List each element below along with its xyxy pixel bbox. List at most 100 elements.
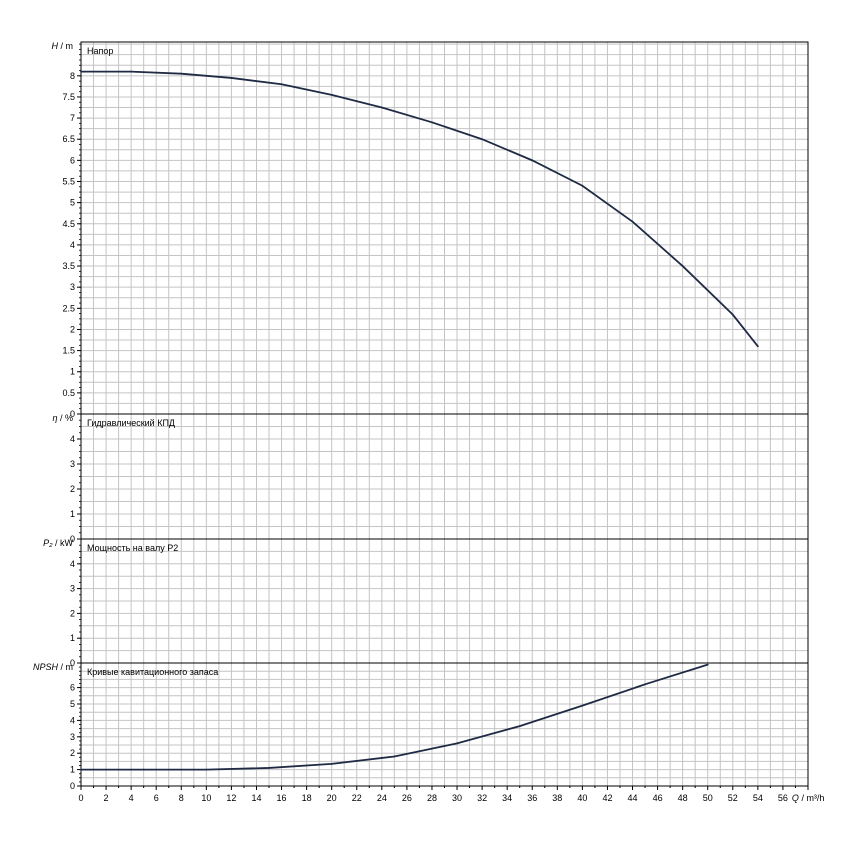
y-tick-label: 6 [70, 155, 75, 165]
x-tick-label: 34 [502, 793, 512, 803]
data-point-head [80, 70, 82, 73]
x-tick-label: 16 [277, 793, 287, 803]
x-tick-label: 12 [226, 793, 236, 803]
y-axis-label-head: H / m [52, 41, 74, 51]
y-axis-label-power: P₂ / kW [43, 538, 73, 548]
y-tick-label: 5 [70, 699, 75, 709]
x-tick-label: 40 [577, 793, 587, 803]
data-point-head [631, 220, 634, 223]
x-tick-label: 32 [477, 793, 487, 803]
y-tick-label: 1 [70, 765, 75, 775]
y-tick-label: 1 [70, 509, 75, 519]
y-tick-label: 5 [70, 198, 75, 208]
y-axis-symbol: NPSH [33, 662, 59, 672]
y-tick-label: 3.5 [62, 261, 75, 271]
x-tick-label: 10 [201, 793, 211, 803]
y-axis-unit: / kW [53, 538, 74, 548]
data-point-npsh [80, 768, 82, 771]
data-point-npsh [205, 768, 208, 771]
x-axis-label: Q / m³/h [792, 793, 825, 803]
x-tick-label: 18 [302, 793, 312, 803]
data-point-npsh [456, 742, 458, 745]
y-axis-unit: / m [58, 662, 73, 672]
y-tick-label: 4 [70, 715, 75, 725]
data-point-npsh [518, 725, 521, 728]
y-tick-label: 1 [70, 367, 75, 377]
y-tick-label: 7.5 [62, 92, 75, 102]
x-tick-label: 0 [78, 793, 83, 803]
data-point-npsh [581, 704, 584, 707]
y-tick-label: 3 [70, 282, 75, 292]
y-tick-label: 4.5 [62, 219, 75, 229]
y-tick-label: 2.5 [62, 303, 75, 313]
y-tick-label: 6 [70, 683, 75, 693]
y-axis-unit: / % [57, 413, 73, 423]
x-tick-label: 48 [678, 793, 688, 803]
y-tick-label: 3 [70, 459, 75, 469]
y-tick-label: 1 [70, 633, 75, 643]
y-axis-label-efficiency: η / % [52, 413, 73, 423]
x-tick-label: 46 [653, 793, 663, 803]
y-axis-symbol: H [52, 41, 59, 51]
x-tick-label: 44 [628, 793, 638, 803]
data-point-head [731, 313, 734, 316]
y-tick-label: 0 [70, 534, 75, 544]
data-point-npsh [393, 755, 396, 758]
x-tick-label: 4 [129, 793, 134, 803]
x-axis-unit: / m³/h [799, 793, 825, 803]
data-point-head [581, 184, 584, 187]
panel-title-head: Напор [87, 46, 113, 56]
y-tick-label: 2 [70, 484, 75, 494]
y-tick-label: 0 [70, 781, 75, 791]
data-point-npsh [142, 768, 145, 771]
x-tick-label: 24 [377, 793, 387, 803]
x-tick-label: 56 [778, 793, 788, 803]
x-tick-label: 38 [552, 793, 562, 803]
x-tick-label: 54 [753, 793, 763, 803]
y-tick-label: 0 [70, 409, 75, 419]
y-tick-label: 6.5 [62, 134, 75, 144]
y-axis-symbol: η [52, 413, 57, 423]
x-tick-label: 2 [104, 793, 109, 803]
x-axis-symbol: Q [792, 793, 799, 803]
y-tick-label: 1.5 [62, 346, 75, 356]
x-tick-label: 52 [728, 793, 738, 803]
y-axis-label-npsh: NPSH / m [33, 662, 73, 672]
panel-title-npsh: Кривые кавитационного запаса [87, 667, 218, 677]
y-tick-label: 2 [70, 324, 75, 334]
x-tick-label: 14 [251, 793, 261, 803]
x-tick-label: 6 [154, 793, 159, 803]
data-point-npsh [706, 663, 709, 666]
data-point-head [230, 77, 233, 79]
x-tick-label: 42 [602, 793, 612, 803]
data-point-head [531, 159, 534, 162]
panel-title-power: Мощность на валу P2 [87, 543, 178, 553]
data-point-head [380, 106, 383, 109]
y-axis-unit: / m [58, 41, 73, 51]
y-tick-label: 0.5 [62, 388, 75, 398]
y-tick-label: 2 [70, 608, 75, 618]
x-tick-label: 36 [527, 793, 537, 803]
data-point-npsh [330, 762, 333, 765]
x-tick-label: 50 [703, 793, 713, 803]
data-point-npsh [268, 767, 270, 769]
data-point-head [481, 138, 484, 141]
y-tick-label: 3 [70, 732, 75, 742]
y-tick-label: 8 [70, 71, 75, 81]
panel-title-efficiency: Гидравлический КПД [87, 418, 175, 428]
data-point-head [130, 70, 133, 73]
data-point-npsh [644, 683, 646, 686]
y-tick-label: 4 [70, 240, 75, 250]
data-point-head [431, 121, 433, 124]
y-tick-label: 4 [70, 434, 75, 444]
data-point-head [330, 93, 333, 96]
x-tick-label: 26 [402, 793, 412, 803]
x-tick-label: 22 [352, 793, 362, 803]
y-tick-label: 0 [70, 658, 75, 668]
y-tick-label: 7 [70, 113, 75, 123]
y-tick-label: 3 [70, 584, 75, 594]
x-tick-label: 28 [427, 793, 437, 803]
data-point-head [756, 345, 759, 348]
data-point-head [180, 72, 183, 75]
